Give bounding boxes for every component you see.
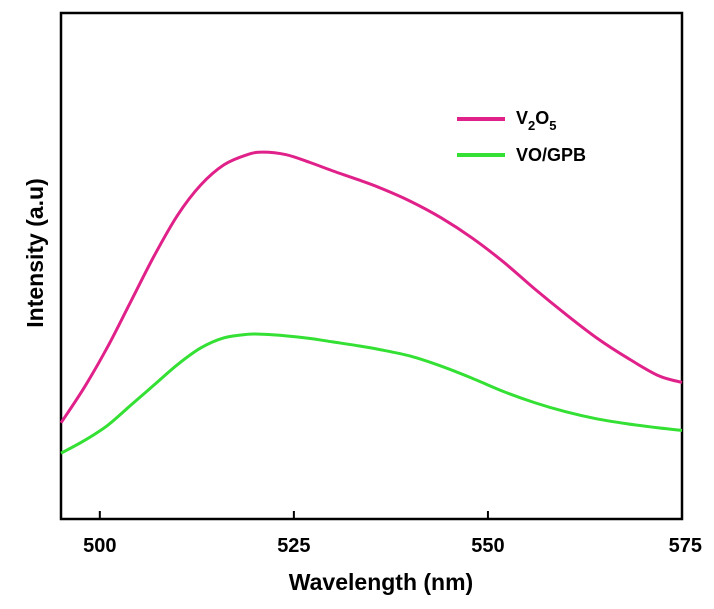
legend-label-v2o5: V2O5 <box>516 108 557 133</box>
x-axis-ticks: 500 525 550 575 <box>83 511 702 557</box>
legend-label-vo-gpb: VO/GPB <box>516 145 586 165</box>
x-tick-label-500: 500 <box>83 535 116 557</box>
series-line-vo-gpb <box>60 332 683 455</box>
x-tick-label-525: 525 <box>277 535 310 557</box>
legend: V2O5 VO/GPB <box>457 108 586 165</box>
x-axis-title: Wavelength (nm) <box>289 569 473 595</box>
y-axis-title: Intensity (a.u) <box>22 178 48 328</box>
series-layer <box>59 150 683 455</box>
series-line-v2o5 <box>59 150 683 424</box>
x-tick-label-575: 575 <box>669 535 702 557</box>
plot-frame <box>59 11 684 521</box>
x-tick-label-550: 550 <box>471 535 504 557</box>
